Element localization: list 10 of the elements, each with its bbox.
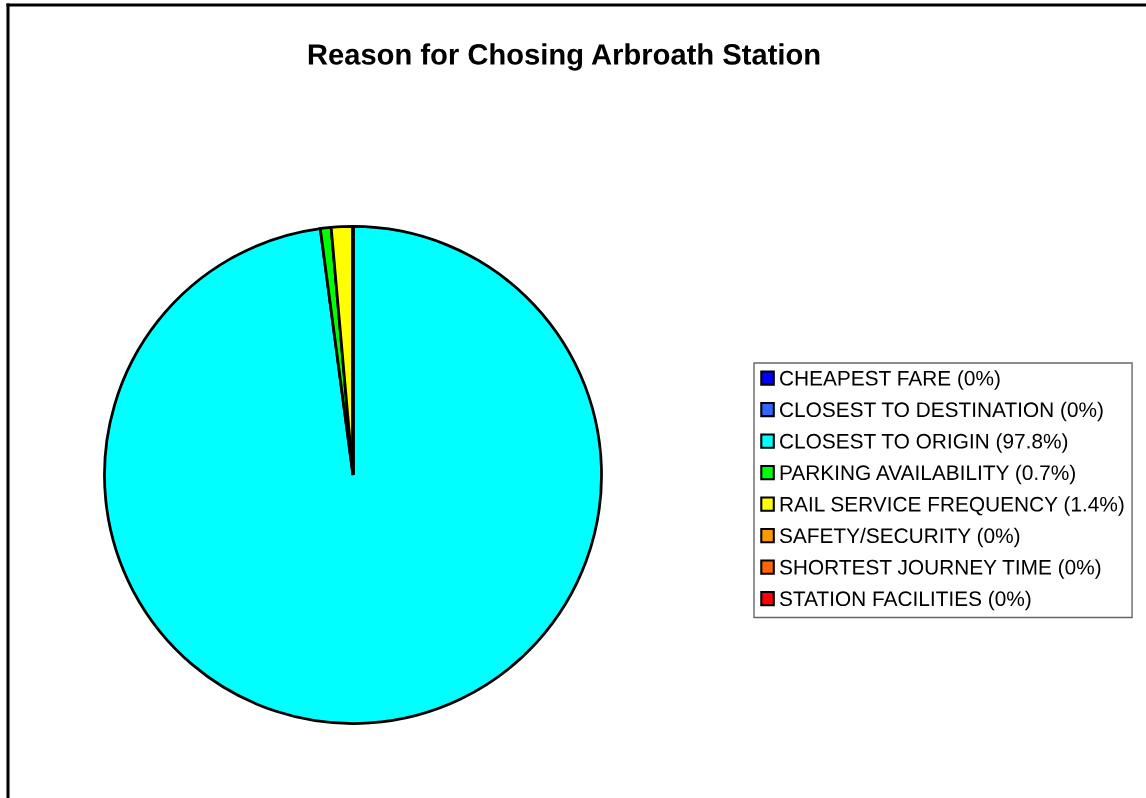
legend-label: CHEAPEST FARE (0%) xyxy=(780,370,1000,390)
pie-slice xyxy=(103,225,603,725)
legend-label: CLOSEST TO ORIGIN (97.8%) xyxy=(780,433,1068,453)
legend-label: SAFETY/SECURITY (0%) xyxy=(779,527,1020,548)
legend-label: PARKING AVAILABILITY (0.7%) xyxy=(780,464,1075,485)
chart-title: Reason for Chosing Arbroath Station xyxy=(308,43,820,71)
legend-label: STATION FACILITIES (0%) xyxy=(779,590,1031,611)
legend-label: SHORTEST JOURNEY TIME (0%) xyxy=(779,559,1101,579)
legend-label: CLOSEST TO DESTINATION (0%) xyxy=(780,401,1103,422)
legend-label: RAIL SERVICE FREQUENCY (1.4%) xyxy=(780,496,1124,516)
